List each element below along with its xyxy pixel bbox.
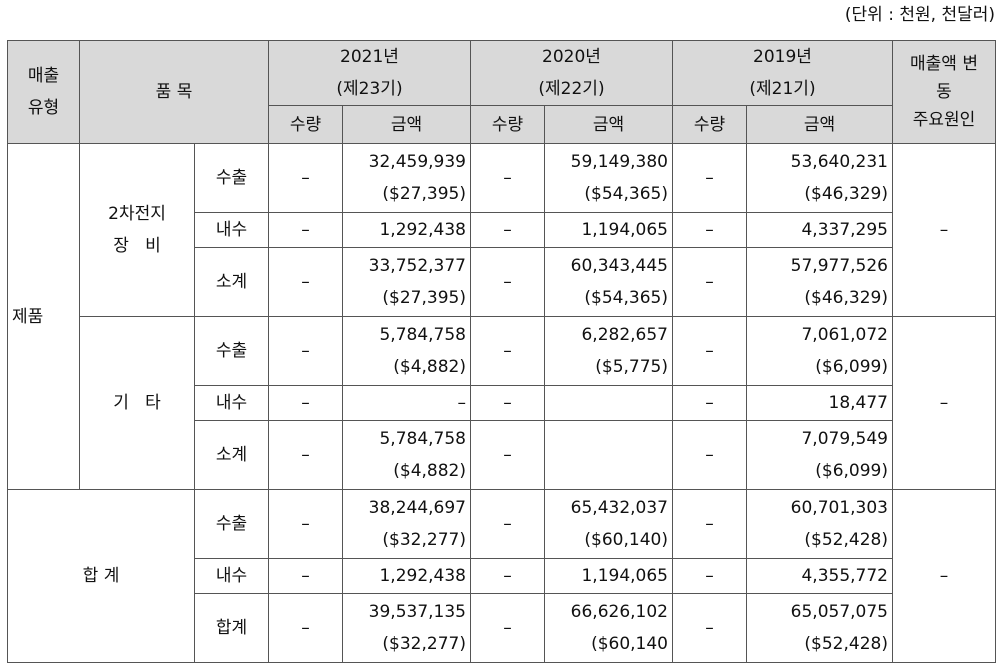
amount-cell: 32,459,939 ($27,395): [342, 143, 471, 213]
qty-cell: –: [268, 385, 343, 421]
amount-cell: 1,292,438: [342, 212, 471, 248]
group-other: 기 타: [79, 316, 195, 490]
amount-cell: 18,477: [746, 385, 893, 421]
header-year-2019: 2019년 (제21기): [672, 40, 893, 106]
header-item: 품 목: [79, 40, 269, 144]
qty-cell: –: [470, 316, 545, 386]
header-change-reason: 매출액 변 동 주요원인: [892, 40, 996, 144]
row-type: 소계: [194, 247, 269, 317]
qty-cell: –: [672, 247, 747, 317]
amount-cell: [544, 385, 673, 421]
header-qty-2021: 수량: [268, 105, 343, 144]
row-type: 수출: [194, 316, 269, 386]
header-year-2021: 2021년 (제23기): [268, 40, 471, 106]
row-type: 내수: [194, 385, 269, 421]
amount-cell: 1,194,065: [544, 558, 673, 594]
amount-cell: 5,784,758 ($4,882): [342, 420, 471, 490]
change-reason-cell: –: [892, 316, 996, 490]
qty-cell: –: [470, 593, 545, 663]
group-total: 합 계: [7, 489, 195, 663]
header-sales-type: 매출 유형: [7, 40, 80, 144]
header-qty-2019: 수량: [672, 105, 747, 144]
qty-cell: –: [470, 558, 545, 594]
header-amount-2020: 금액: [544, 105, 673, 144]
amount-cell: 65,057,075 ($52,428): [746, 593, 893, 663]
qty-cell: –: [268, 558, 343, 594]
qty-cell: –: [268, 316, 343, 386]
row-type: 수출: [194, 489, 269, 559]
row-type: 수출: [194, 143, 269, 213]
row-type: 소계: [194, 420, 269, 490]
amount-cell: –: [342, 385, 471, 421]
amount-cell: 53,640,231 ($46,329): [746, 143, 893, 213]
group-battery-equipment: 2차전지 장 비: [79, 143, 195, 317]
header-year-2020: 2020년 (제22기): [470, 40, 673, 106]
change-reason-cell: –: [892, 143, 996, 317]
qty-cell: –: [672, 489, 747, 559]
amount-cell: 5,784,758 ($4,882): [342, 316, 471, 386]
qty-cell: –: [672, 316, 747, 386]
amount-cell: 38,244,697 ($32,277): [342, 489, 471, 559]
amount-cell: 7,061,072 ($6,099): [746, 316, 893, 386]
amount-cell: 66,626,102 ($60,140: [544, 593, 673, 663]
header-qty-2020: 수량: [470, 105, 545, 144]
amount-cell: 59,149,380 ($54,365): [544, 143, 673, 213]
amount-cell: 57,977,526 ($46,329): [746, 247, 893, 317]
qty-cell: –: [672, 143, 747, 213]
qty-cell: –: [470, 489, 545, 559]
header-amount-2021: 금액: [342, 105, 471, 144]
row-type: 내수: [194, 558, 269, 594]
qty-cell: –: [268, 143, 343, 213]
qty-cell: –: [470, 420, 545, 490]
qty-cell: –: [672, 420, 747, 490]
qty-cell: –: [470, 143, 545, 213]
qty-cell: –: [268, 212, 343, 248]
amount-cell: 7,079,549 ($6,099): [746, 420, 893, 490]
amount-cell: 1,292,438: [342, 558, 471, 594]
change-reason-cell: –: [892, 489, 996, 663]
amount-cell: 4,355,772: [746, 558, 893, 594]
qty-cell: –: [470, 247, 545, 317]
qty-cell: –: [268, 420, 343, 490]
amount-cell: 4,337,295: [746, 212, 893, 248]
row-type: 내수: [194, 212, 269, 248]
amount-cell: [544, 420, 673, 490]
amount-cell: 60,701,303 ($52,428): [746, 489, 893, 559]
qty-cell: –: [672, 212, 747, 248]
qty-cell: –: [470, 385, 545, 421]
unit-note: (단위 : 천원, 천달러): [844, 5, 995, 25]
row-type: 합계: [194, 593, 269, 663]
qty-cell: –: [672, 558, 747, 594]
amount-cell: 39,537,135 ($32,277): [342, 593, 471, 663]
qty-cell: –: [268, 489, 343, 559]
amount-cell: 1,194,065: [544, 212, 673, 248]
group-product: 제품: [7, 143, 80, 490]
qty-cell: –: [268, 247, 343, 317]
amount-cell: 33,752,377 ($27,395): [342, 247, 471, 317]
amount-cell: 65,432,037 ($60,140): [544, 489, 673, 559]
qty-cell: –: [470, 212, 545, 248]
qty-cell: –: [672, 593, 747, 663]
amount-cell: 60,343,445 ($54,365): [544, 247, 673, 317]
sales-table: 매출 유형 품 목 2021년 (제23기) 2020년 (제22기) 2019…: [7, 40, 996, 663]
qty-cell: –: [672, 385, 747, 421]
qty-cell: –: [268, 593, 343, 663]
header-amount-2019: 금액: [746, 105, 893, 144]
amount-cell: 6,282,657 ($5,775): [544, 316, 673, 386]
